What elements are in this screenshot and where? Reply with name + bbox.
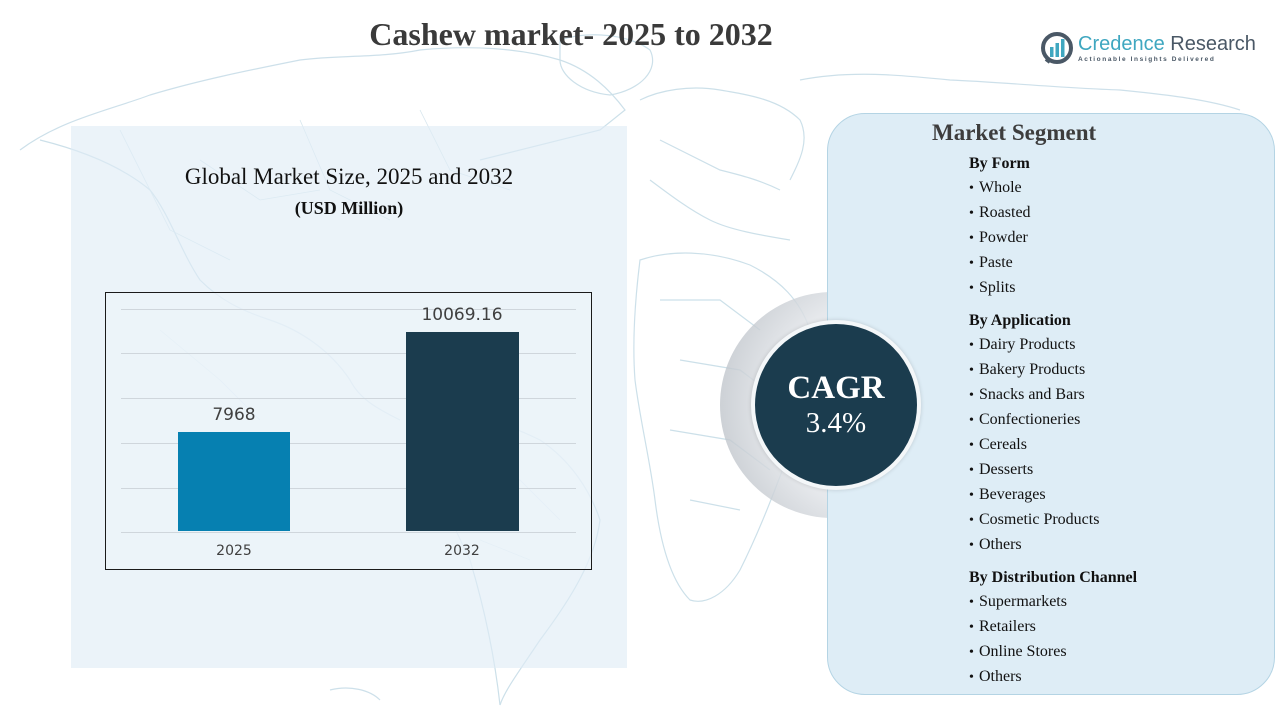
page-title: Cashew market- 2025 to 2032 [369,16,773,52]
bullet-icon: • [969,181,974,196]
segment-item: • Beverages [969,483,1259,508]
segment-item: • Roasted [969,201,1259,226]
segment-item: • Retailers [969,615,1259,640]
segment-item: • Online Stores [969,640,1259,665]
bar-chart-circle-icon [1041,32,1073,64]
segment-panel-title: Market Segment [932,120,1097,145]
bullet-icon: • [969,338,974,353]
segment-item: • Others [969,665,1259,690]
x-tick-2032: 2032 [444,543,480,559]
bullet-icon: • [969,363,974,378]
bar-2025[interactable] [178,432,290,531]
segment-group-distribution-channel: By Distribution Channel • Supermarkets • R… [969,566,1259,690]
bullet-icon: • [969,670,974,685]
logo-tagline: Actionable Insights Delivered [1078,56,1216,63]
cagr-badge: CAGR 3.4% [751,320,921,490]
segment-item: • Snacks and Bars [969,383,1259,408]
x-tick-2025: 2025 [216,543,252,559]
gridline [121,398,576,399]
x-axis-baseline [121,532,576,533]
segment-item: • Paste [969,251,1259,276]
segment-item: • Powder [969,226,1259,251]
bullet-icon: • [969,620,974,635]
segment-item: • Whole [969,176,1259,201]
segment-item: • Desserts [969,458,1259,483]
bullet-icon: • [969,645,974,660]
segment-group-application: By Application • Dairy Products • Bakery P… [969,309,1259,558]
segment-groups: By Form • Whole • Roasted • Powder • Paste •… [969,152,1259,698]
bullet-icon: • [969,413,974,428]
segment-item: • Cosmetic Products [969,508,1259,533]
gridline [121,488,576,489]
segment-group-title: By Distribution Channel [969,569,1138,586]
bullet-icon: • [969,488,974,503]
bar-2032[interactable] [406,332,519,531]
logo-name-part1: Credence [1078,33,1165,55]
bullet-icon: • [969,256,974,271]
logo-wordmark: Credence Research [1078,33,1256,55]
bullet-icon: • [969,463,974,478]
bar-value-2025: 7968 [212,405,256,425]
bullet-icon: • [969,231,974,246]
segment-item: • Confectioneries [969,408,1259,433]
chart-subtitle: (USD Million) [294,198,404,218]
segment-item: • Supermarkets [969,590,1259,615]
segment-group-title: By Form [969,155,1030,172]
credence-research-logo[interactable]: Credence Research Actionable Insights De… [1040,31,1256,65]
gridline [121,353,576,354]
segment-group-title: By Application [969,312,1071,329]
bullet-icon: • [969,388,974,403]
segment-item: • Splits [969,276,1259,301]
bullet-icon: • [969,513,974,528]
segment-group-form: By Form • Whole • Roasted • Powder • Paste •… [969,152,1259,301]
cagr-value: 3.4% [805,407,867,439]
gridline [121,309,576,310]
logo-name-part2: Research [1170,33,1256,55]
bar-value-2032: 10069.16 [421,305,503,325]
gridline [121,443,576,444]
segment-item: • Cereals [969,433,1259,458]
bullet-icon: • [969,281,974,296]
segment-item: • Bakery Products [969,358,1259,383]
cagr-label: CAGR [787,370,885,406]
bullet-icon: • [969,206,974,221]
bullet-icon: • [969,595,974,610]
bullet-icon: • [969,438,974,453]
bullet-icon: • [969,538,974,553]
chart-title: Global Market Size, 2025 and 2032 [184,164,514,189]
segment-item: • Dairy Products [969,333,1259,358]
segment-item: • Others [969,533,1259,558]
bar-chart: 7968 2025 10069.16 2032 [105,292,592,570]
